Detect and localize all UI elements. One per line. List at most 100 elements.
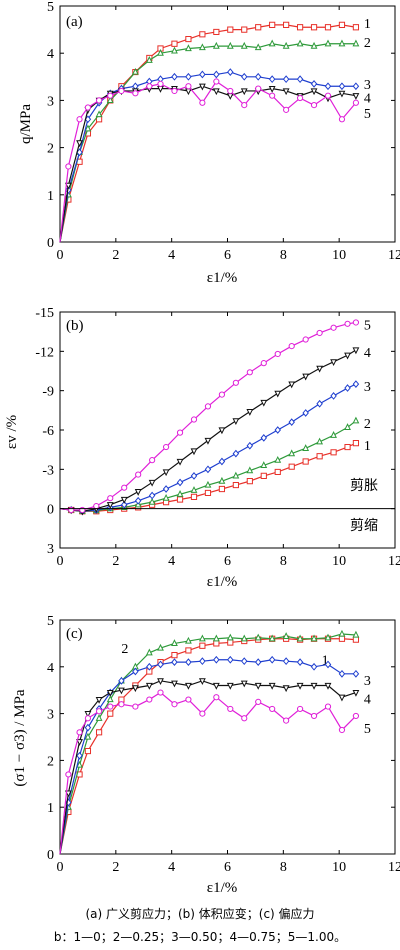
data-point xyxy=(338,21,346,28)
data-point xyxy=(296,682,304,690)
data-point xyxy=(132,703,139,710)
plot-frame-a xyxy=(59,5,396,243)
series-label: 3 xyxy=(364,674,371,689)
x-tick-label: 0 xyxy=(57,860,64,875)
data-point xyxy=(330,449,337,456)
data-point xyxy=(352,24,360,31)
series-line-2 xyxy=(59,43,356,243)
x-axis-label-b: ε1/% xyxy=(207,574,237,590)
x-tick-label: 8 xyxy=(280,860,287,875)
data-point xyxy=(254,72,262,81)
x-tick-label: 4 xyxy=(168,248,175,263)
data-point xyxy=(204,480,212,488)
data-point xyxy=(84,732,92,740)
data-point xyxy=(310,41,318,49)
data-point xyxy=(134,489,142,496)
data-point xyxy=(330,392,337,400)
data-point xyxy=(227,68,234,76)
y-tick-label: 3 xyxy=(47,94,54,109)
data-point xyxy=(296,705,304,713)
data-point xyxy=(282,88,290,96)
data-point xyxy=(212,682,220,690)
data-point xyxy=(171,680,178,688)
data-point xyxy=(274,390,282,398)
data-point xyxy=(157,660,164,669)
x-tick-label: 0 xyxy=(57,554,64,569)
series-5: 5 xyxy=(59,689,371,855)
data-point xyxy=(338,694,346,702)
data-point xyxy=(218,391,226,398)
data-point xyxy=(324,682,332,690)
data-point xyxy=(274,455,282,463)
data-point xyxy=(118,687,125,695)
data-point xyxy=(93,502,100,510)
data-point xyxy=(212,41,220,49)
data-point xyxy=(316,329,323,337)
panel-label-c: (c) xyxy=(66,626,83,642)
series-label: 4 xyxy=(364,92,371,107)
data-point xyxy=(352,39,360,47)
y-tick-label: 5 xyxy=(47,614,54,629)
series-line-4 xyxy=(59,680,357,855)
caption-line-1: (a) 广义剪应力；(b) 体积应变；(c) 偏应力 xyxy=(85,907,315,921)
data-point xyxy=(302,458,309,465)
data-point xyxy=(288,463,295,470)
data-point xyxy=(324,24,332,31)
y-tick-label: 5 xyxy=(47,0,54,15)
data-point xyxy=(254,43,262,51)
data-point xyxy=(213,70,220,79)
data-point xyxy=(316,437,324,445)
data-point xyxy=(352,636,360,643)
data-point xyxy=(198,678,206,686)
data-point xyxy=(162,493,170,501)
data-point xyxy=(240,88,248,96)
data-point xyxy=(76,140,83,148)
data-point xyxy=(241,715,248,722)
data-point xyxy=(324,39,332,47)
panel-c: (c) ε1/% (σ1 − σ3) / MPa 0 2 4 6 8 10 12012345… xyxy=(12,614,400,896)
data-point xyxy=(84,104,92,111)
x-tick-label: 4 xyxy=(168,860,175,875)
data-point xyxy=(76,116,83,123)
data-point xyxy=(185,636,192,644)
x-axis-label-a: ε1/% xyxy=(207,270,237,286)
data-point xyxy=(204,403,212,410)
data-point xyxy=(68,506,75,514)
data-point xyxy=(185,83,192,90)
data-point xyxy=(330,324,337,331)
data-point xyxy=(64,182,72,190)
series-label: 5 xyxy=(364,318,371,333)
series-label: 5 xyxy=(364,722,371,737)
data-point xyxy=(352,347,360,355)
data-point xyxy=(84,715,92,722)
x-tick-label: 2 xyxy=(112,860,119,875)
data-point xyxy=(185,682,192,690)
data-point xyxy=(120,496,128,504)
x-tick-label: 10 xyxy=(332,554,346,569)
data-point xyxy=(204,489,212,497)
data-point xyxy=(246,466,254,474)
data-point xyxy=(118,696,125,703)
data-point xyxy=(157,678,164,686)
data-point xyxy=(190,493,198,500)
x-tick-label: 6 xyxy=(224,248,231,263)
data-point xyxy=(118,87,125,95)
data-point xyxy=(185,72,192,81)
data-point xyxy=(268,86,276,93)
data-point xyxy=(218,476,226,484)
data-point xyxy=(171,701,178,708)
data-point xyxy=(268,634,276,642)
data-point xyxy=(254,682,262,690)
data-point xyxy=(149,457,156,464)
data-point xyxy=(254,658,262,666)
y-tick-label: 0 xyxy=(47,236,54,251)
data-point xyxy=(162,443,170,451)
data-point xyxy=(282,632,290,639)
series-4: 4 xyxy=(59,83,371,243)
series-label: 2 xyxy=(364,417,371,432)
data-point xyxy=(240,41,248,49)
series-label: 3 xyxy=(364,78,371,93)
data-point xyxy=(288,342,295,350)
